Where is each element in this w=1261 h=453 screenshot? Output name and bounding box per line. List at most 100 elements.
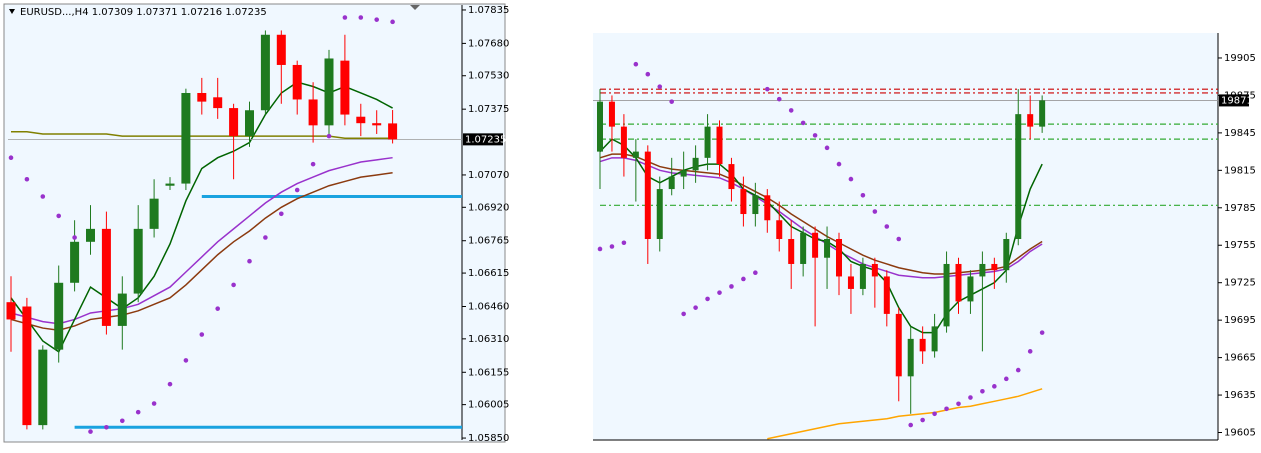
sar-dot (812, 133, 818, 138)
candle-body (847, 276, 854, 289)
candle-body (276, 34, 286, 65)
sar-dot (753, 270, 758, 276)
candle-body (764, 195, 771, 221)
sar-dot (215, 306, 220, 311)
sar-dot (120, 418, 125, 424)
y-tick-label: 1.06155 (468, 367, 509, 378)
sar-dot (183, 358, 189, 363)
candle-body (101, 228, 111, 326)
sar-dot (741, 276, 746, 282)
candle-body (967, 276, 974, 302)
candle-body (608, 101, 615, 127)
sar-dot (872, 209, 878, 214)
candle-body (680, 170, 687, 177)
candle-body (340, 60, 350, 115)
candle-body (752, 195, 759, 215)
y-tick-label: 1.07680 (468, 38, 509, 49)
sar-dot (669, 99, 674, 104)
candle-body (86, 228, 95, 242)
sar-dot (729, 284, 734, 289)
y-tick-label: 1.07070 (468, 170, 509, 181)
sar-dot (896, 236, 902, 242)
y-tick-label: 1.06005 (468, 400, 509, 411)
sar-dot (657, 84, 663, 89)
sar-dot (167, 381, 173, 387)
candle-body (895, 313, 902, 377)
candle-body (1039, 100, 1046, 127)
indicator-line (767, 388, 1043, 440)
candle-body (70, 241, 80, 283)
sar-dot (908, 422, 913, 428)
y-tick-label: 19695 (1224, 315, 1256, 326)
sar-dot (263, 235, 268, 240)
sar-dot (884, 224, 890, 229)
sar-dot (294, 187, 300, 193)
sar-dot (104, 424, 109, 430)
right-panel (593, 33, 1218, 440)
y-tick-label: 19845 (1224, 128, 1256, 139)
candle-body (38, 349, 48, 426)
candle-body (716, 126, 723, 165)
sar-dot (836, 161, 842, 167)
candle-body (943, 263, 950, 327)
candle-body (788, 238, 795, 264)
candle-body (1003, 238, 1010, 271)
sar-dot (1027, 349, 1033, 354)
sar-dot (776, 96, 782, 102)
sar-dot (920, 417, 925, 423)
y-tick-label: 19755 (1224, 240, 1256, 251)
indicator-line (10, 172, 393, 331)
sar-dot (824, 145, 830, 151)
candle-body (907, 338, 914, 377)
candle-body (260, 34, 270, 111)
candle-body (1027, 114, 1034, 127)
last-price-box (1219, 94, 1249, 107)
candle-body (800, 232, 807, 264)
sar-dot (645, 71, 651, 77)
candle-body (372, 123, 382, 126)
candle-body (165, 183, 175, 186)
sar-dot (279, 211, 284, 217)
sar-dot (326, 133, 332, 139)
sar-dot (72, 235, 77, 240)
candle-body (632, 151, 639, 158)
y-tick-label: 1.06765 (468, 236, 509, 247)
left-panel (3, 3, 506, 443)
sar-dot (24, 176, 30, 182)
y-tick-label: 19665 (1224, 353, 1256, 364)
last-price-label: 19871 (1221, 95, 1253, 106)
candle-body (656, 189, 663, 239)
sar-dot (8, 155, 14, 160)
sar-dot (342, 15, 348, 20)
sar-dot (693, 305, 698, 310)
sar-dot (135, 409, 141, 415)
y-tick-label: 1.06310 (468, 334, 509, 345)
candle-body (836, 238, 842, 277)
candle-body (644, 151, 651, 239)
last-price-box (463, 133, 503, 146)
last-price-label: 1.07235 (465, 134, 506, 145)
candle-body (812, 232, 819, 258)
sar-dot (1004, 376, 1009, 382)
candle-body (308, 99, 318, 126)
candle-body (728, 164, 735, 190)
candle-body (1015, 114, 1022, 239)
sar-dot (980, 389, 985, 394)
y-tick-label: 1.05850 (468, 433, 509, 444)
sar-dot (681, 311, 686, 317)
sar-dot (932, 411, 937, 417)
candle-body (919, 338, 926, 352)
candle-body (117, 293, 127, 326)
candle-body (704, 126, 711, 158)
candle-body (883, 276, 890, 314)
candle-body (597, 101, 603, 152)
sar-dot (705, 296, 710, 302)
sar-dot (717, 290, 722, 295)
y-tick-label: 1.06460 (468, 302, 509, 313)
y-tick-label: 19815 (1224, 165, 1256, 176)
sar-dot (633, 61, 639, 67)
candle-body (356, 116, 366, 124)
candle-body (668, 176, 675, 190)
y-tick-label: 1.07530 (468, 71, 509, 82)
